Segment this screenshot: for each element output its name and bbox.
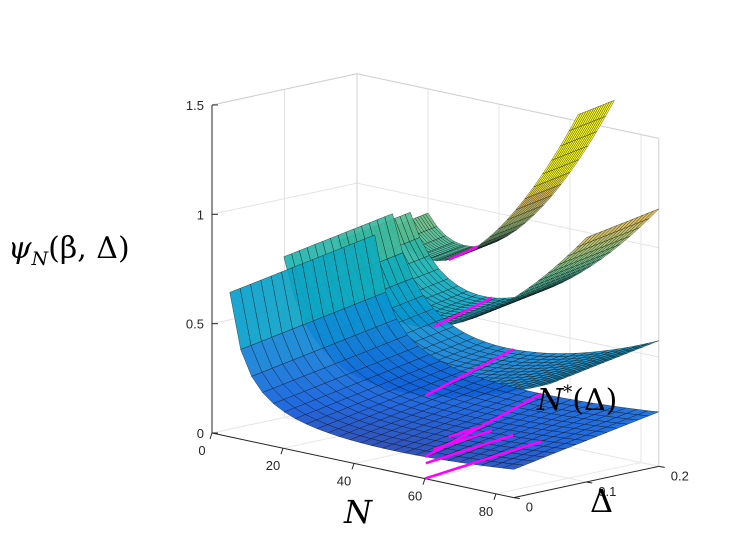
x-axis-line xyxy=(211,432,514,499)
x-tick-mark xyxy=(209,432,213,440)
surface-patch xyxy=(640,340,659,347)
x-axis-label: N xyxy=(343,493,373,531)
n-star-floor-curve xyxy=(448,426,479,439)
y-tick-mark xyxy=(513,497,520,500)
x-tick-label: 60 xyxy=(408,489,422,504)
n-star-curve xyxy=(448,245,479,261)
y-tick-label: 0.1 xyxy=(598,484,616,499)
x-tick-label: 20 xyxy=(266,458,280,473)
surface-delta-0.15 xyxy=(391,99,615,262)
surface-patch xyxy=(576,235,592,248)
z-tick-label: 1 xyxy=(197,207,204,222)
surface-layers xyxy=(229,99,659,470)
surface-patch xyxy=(568,113,582,132)
y-tick-label: 0 xyxy=(526,500,533,515)
n-star-curve xyxy=(425,348,514,397)
y-tick-label: 0.2 xyxy=(671,468,689,483)
y-axis-label: Δ xyxy=(590,482,613,520)
optimal-n-curves xyxy=(424,245,543,480)
x-tick-mark xyxy=(422,478,426,485)
y-tick-mark xyxy=(586,481,593,484)
box-edge xyxy=(211,73,358,106)
surface-patch xyxy=(502,463,525,470)
z-axis-label: ψN(β, Δ) xyxy=(8,231,130,270)
n-star-floor-curve xyxy=(424,440,543,480)
y-tick-mark xyxy=(658,465,665,468)
x-tick-mark xyxy=(351,463,355,470)
box-edge xyxy=(356,73,659,139)
x-tick-mark xyxy=(280,448,284,455)
n-star-annotation: N*(Δ) xyxy=(536,382,617,418)
x-tick-label: 0 xyxy=(198,443,205,458)
z-tick-label: 1.5 xyxy=(186,98,204,113)
n-star-curve xyxy=(433,296,493,328)
x-tick-mark xyxy=(493,493,497,500)
x-tick-label: 40 xyxy=(337,473,351,488)
tick-labels: 0 0.5 1 1.5 0 20 40 60 80 0 0.1 0.2 xyxy=(186,98,689,519)
n-star-floor-curve xyxy=(425,433,514,465)
z-tick-label: 0 xyxy=(197,426,204,441)
x-tick-label: 80 xyxy=(479,504,493,519)
surface-patch xyxy=(539,380,558,387)
n-star-curve xyxy=(424,392,543,458)
z-tick-label: 0.5 xyxy=(186,317,204,332)
